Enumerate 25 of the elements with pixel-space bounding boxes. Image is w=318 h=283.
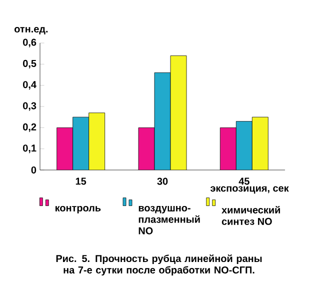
x-tick-label: 45 bbox=[238, 178, 250, 185]
y-tick-label: 0,5 bbox=[23, 60, 36, 68]
bar bbox=[170, 56, 186, 170]
y-tick-label: 0,1 bbox=[23, 144, 36, 154]
y-axis-title: отн.ед. bbox=[14, 27, 48, 34]
bar bbox=[252, 116, 268, 170]
x-axis-title: экспозиция, сек bbox=[210, 186, 289, 194]
bar bbox=[154, 72, 170, 170]
bar bbox=[236, 121, 252, 170]
bar bbox=[138, 128, 154, 170]
x-tick-label: 30 bbox=[157, 178, 168, 185]
y-tick-label: 0 bbox=[31, 166, 36, 174]
x-tick-label: 15 bbox=[76, 178, 86, 185]
bar bbox=[88, 112, 105, 170]
bar bbox=[220, 127, 236, 170]
y-tick-label: 0,3 bbox=[23, 102, 36, 111]
legend-label: контроль bbox=[56, 206, 101, 214]
bar bbox=[56, 128, 73, 170]
y-tick-label: 0,6 bbox=[23, 38, 36, 48]
y-tick-label: 0,4 bbox=[23, 81, 36, 90]
y-tick-label: 0,2 bbox=[23, 123, 36, 132]
bar bbox=[72, 117, 89, 170]
text: Рис. 5. Прочность рубца линейной раны на 7-е сутки после обработки NO-СГП. bbox=[56, 254, 262, 276]
legend-label: воздушно-плазменный NO bbox=[138, 206, 200, 234]
legend-label: химический синтез NO bbox=[222, 206, 280, 225]
